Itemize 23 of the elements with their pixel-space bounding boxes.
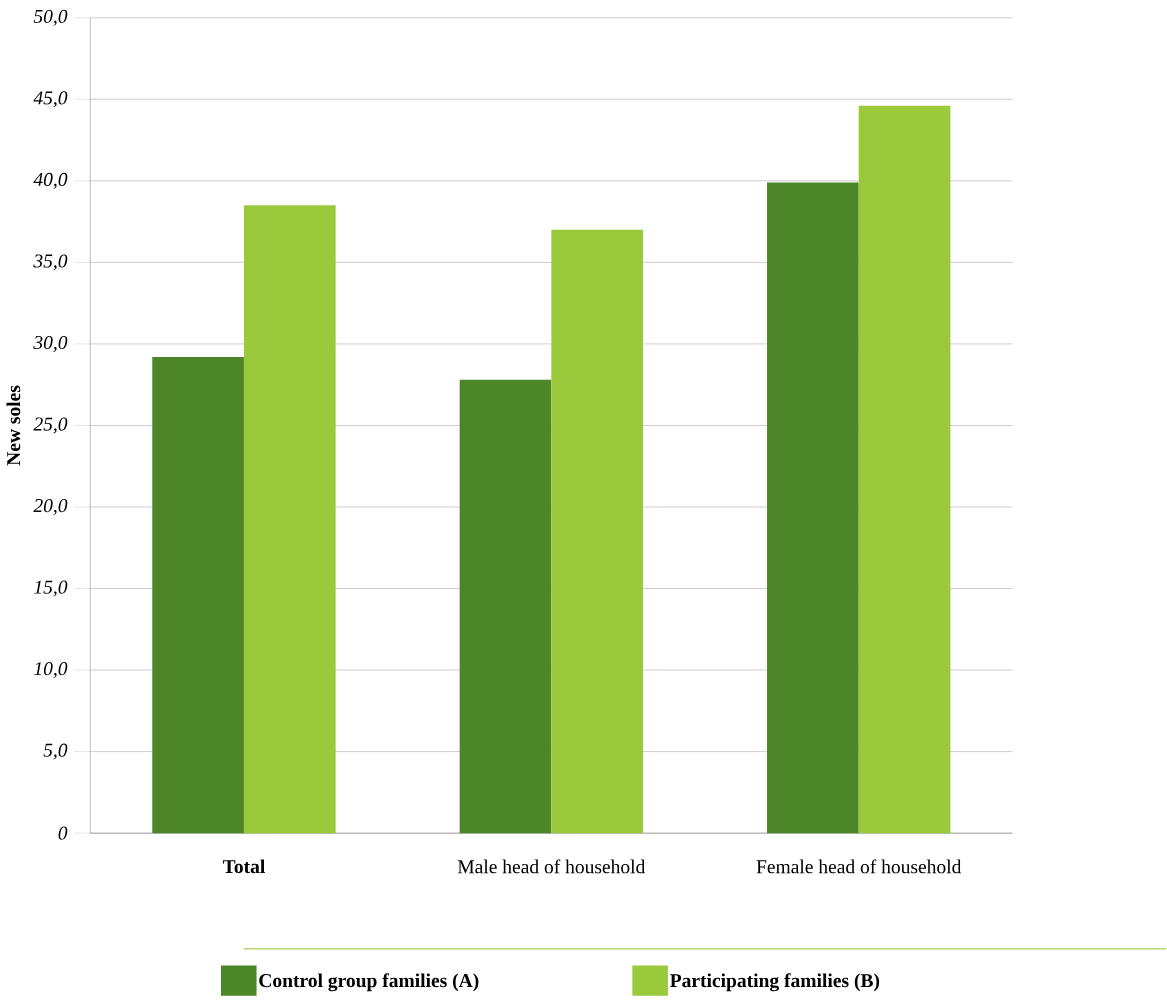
y-tick-label: 25,0 [33, 417, 68, 434]
legend-label: Participating families (B) [670, 973, 880, 992]
y-tick-label: 15,0 [34, 580, 68, 597]
y-axis-title: New soles [6, 385, 21, 466]
x-tick-label: Male head of household [457, 859, 646, 874]
y-tick-label: 35,0 [33, 254, 68, 271]
bar [767, 182, 859, 833]
bar [551, 229, 644, 833]
bar [459, 379, 552, 833]
y-tick-label: 30,0 [33, 335, 68, 352]
y-tick-label: 0 [58, 826, 68, 840]
y-tick-label: 45,0 [33, 91, 68, 108]
legend-label: Control group families (A) [259, 973, 479, 992]
bar [243, 205, 336, 833]
x-tick-label: Female head of household [756, 859, 962, 874]
y-tick-label: 40,0 [33, 172, 68, 189]
y-tick-label: 5,0 [43, 743, 68, 760]
y-tick-label: 10,0 [34, 661, 68, 678]
y-tick-label: 20,0 [33, 498, 68, 515]
y-tick-label: 50,0 [33, 9, 68, 26]
bar [858, 105, 951, 833]
x-tick-label: Total [222, 859, 265, 873]
bar [152, 356, 244, 833]
